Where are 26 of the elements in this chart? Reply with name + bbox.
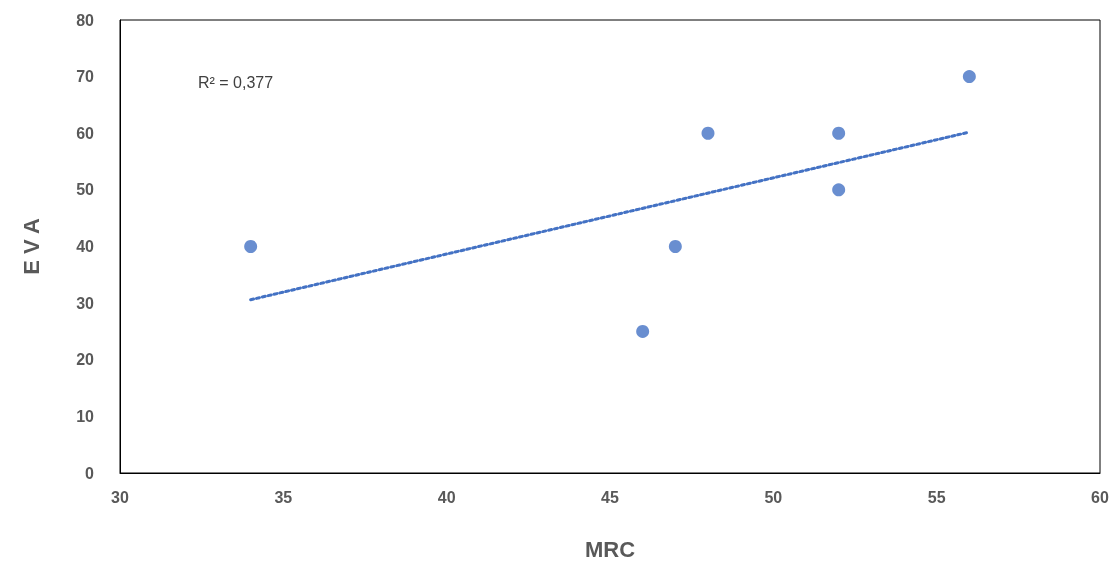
x-tick-label: 55 — [927, 488, 946, 506]
point — [832, 126, 846, 140]
x-tick-label: 50 — [764, 488, 783, 506]
x-tick-label: 45 — [601, 488, 619, 506]
point — [832, 183, 846, 197]
point — [701, 126, 715, 140]
y-tick-label: 0 — [85, 464, 95, 482]
y-tick-label: 10 — [76, 407, 95, 425]
y-tick-label: 80 — [76, 11, 95, 29]
y-tick-label: 30 — [76, 294, 95, 312]
point — [962, 70, 976, 84]
y-axis-title: E V A — [18, 218, 44, 275]
annotation: R² = 0,377 — [198, 73, 274, 91]
y-tick-label: 60 — [76, 124, 95, 142]
x-tick-label: 35 — [274, 488, 293, 506]
x-axis-title: MRC — [584, 536, 636, 562]
x-tick-label: 40 — [437, 488, 456, 506]
point — [636, 324, 650, 338]
point — [244, 240, 258, 253]
y-tick-label: 40 — [76, 238, 95, 255]
y-tick-label: 70 — [76, 68, 95, 86]
y-tick-label: 20 — [76, 351, 95, 369]
point — [668, 240, 682, 253]
x-tick-label: 60 — [1091, 488, 1109, 506]
x-tick-label: 30 — [111, 488, 129, 506]
y-tick-label: 50 — [76, 181, 95, 199]
